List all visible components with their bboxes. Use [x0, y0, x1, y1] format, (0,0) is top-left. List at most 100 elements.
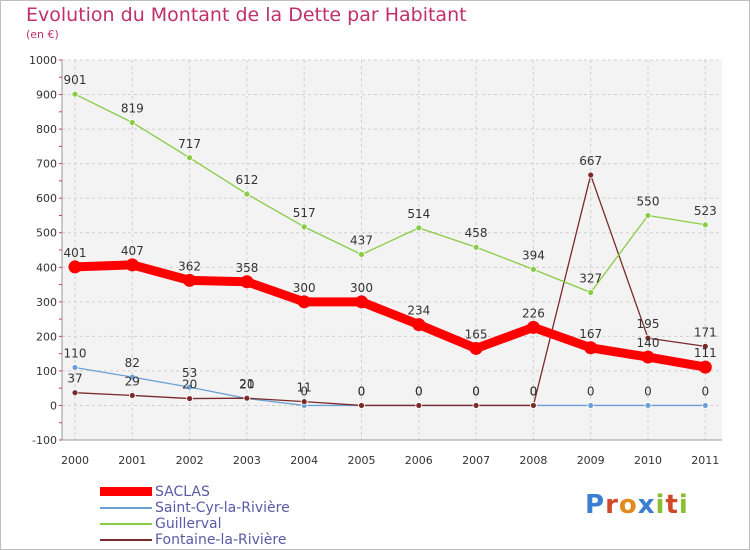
x-tick-label: 2003 [233, 454, 261, 467]
data-label-saint-cyr-la-rivi-re: 0 [300, 384, 308, 398]
plot-area [62, 60, 722, 440]
x-tick-label: 2007 [462, 454, 490, 467]
data-point-saclas [526, 320, 540, 334]
y-tick-label: -100 [32, 434, 57, 447]
data-label-fontaine-la-rivi-re: 0 [358, 384, 366, 398]
data-point-saint-cyr-la-rivi-re [128, 373, 136, 381]
data-point-guillerval [644, 212, 652, 219]
data-point-fontaine-la-rivi-re [701, 342, 709, 350]
data-point-fontaine-la-rivi-re [644, 334, 652, 342]
data-point-fontaine-la-rivi-re [243, 394, 251, 402]
x-tick-label: 2001 [118, 454, 146, 467]
data-label-guillerval: 514 [407, 207, 430, 221]
data-label-saint-cyr-la-rivi-re: 53 [182, 366, 197, 380]
data-label-saclas: 167 [579, 327, 602, 341]
x-tick-label: 2010 [634, 454, 662, 467]
logo-letter: x [637, 490, 656, 520]
data-label-fontaine-la-rivi-re: 11 [297, 381, 312, 395]
data-label-saint-cyr-la-rivi-re: 0 [472, 384, 480, 398]
data-label-saint-cyr-la-rivi-re: 0 [358, 384, 366, 398]
logo-letter: P [585, 490, 606, 520]
y-tick-label: 1000 [29, 54, 57, 67]
y-tick-label: 600 [36, 192, 57, 205]
data-label-fontaine-la-rivi-re: 20 [182, 378, 197, 392]
data-label-saclas: 140 [637, 336, 660, 350]
data-label-fontaine-la-rivi-re: 21 [239, 377, 254, 391]
data-label-saclas: 234 [407, 304, 430, 318]
data-label-saclas: 226 [522, 306, 545, 320]
data-point-fontaine-la-rivi-re [358, 402, 365, 409]
data-point-saclas [355, 295, 368, 309]
proxiti-logo: Proxiti [585, 490, 689, 520]
data-label-guillerval: 517 [293, 206, 316, 220]
data-point-saclas [641, 350, 655, 364]
x-tick-label: 2006 [405, 454, 433, 467]
series-line-fontaine-la-rivi-re [74, 174, 706, 407]
data-label-saint-cyr-la-rivi-re: 0 [701, 384, 709, 398]
data-point-guillerval [472, 243, 480, 251]
data-point-guillerval [530, 265, 537, 273]
x-tick-label: 2004 [290, 454, 318, 467]
x-tick-label: 2008 [519, 454, 547, 467]
data-point-saclas [698, 360, 712, 374]
data-point-fontaine-la-rivi-re [186, 395, 194, 402]
logo-letter: o [618, 490, 638, 520]
data-label-saint-cyr-la-rivi-re: 0 [530, 384, 538, 398]
logo-letter: r [605, 490, 619, 520]
data-label-saint-cyr-la-rivi-re: 0 [644, 384, 652, 398]
data-point-saclas [469, 341, 483, 355]
data-point-fontaine-la-rivi-re [415, 402, 423, 409]
logo-letter: t [665, 490, 679, 520]
legend-label: Fontaine-la-Rivière [155, 532, 287, 548]
data-point-fontaine-la-rivi-re [587, 171, 595, 179]
data-point-fontaine-la-rivi-re [71, 389, 79, 397]
data-point-fontaine-la-rivi-re [472, 402, 480, 409]
data-label-guillerval: 327 [579, 271, 602, 285]
x-tick-label: 2005 [348, 454, 376, 467]
data-point-saclas [68, 260, 82, 274]
data-point-guillerval [701, 221, 709, 229]
unit-label: (en €) [26, 28, 59, 41]
data-label-saclas: 165 [465, 327, 488, 341]
series-line-guillerval [74, 93, 706, 294]
data-label-fontaine-la-rivi-re: 0 [415, 384, 423, 398]
data-label-guillerval: 394 [522, 248, 545, 262]
data-label-saclas: 300 [350, 281, 373, 295]
data-point-saint-cyr-la-rivi-re [701, 402, 709, 409]
data-point-fontaine-la-rivi-re [300, 398, 308, 406]
legend-swatch [100, 523, 152, 525]
data-point-guillerval [71, 90, 79, 98]
data-label-saclas: 401 [64, 246, 87, 260]
data-label-fontaine-la-rivi-re: 37 [67, 372, 82, 386]
data-label-saclas: 300 [293, 281, 316, 295]
x-tick-label: 2000 [61, 454, 89, 467]
data-label-fontaine-la-rivi-re: 667 [579, 154, 602, 168]
data-label-saint-cyr-la-rivi-re: 82 [125, 356, 140, 370]
data-point-saint-cyr-la-rivi-re [644, 402, 652, 409]
data-label-guillerval: 437 [350, 233, 373, 247]
y-tick-label: 800 [36, 123, 57, 136]
data-label-guillerval: 550 [637, 194, 660, 208]
legend-swatch [100, 507, 152, 509]
data-label-fontaine-la-rivi-re: 195 [637, 317, 660, 331]
y-tick-label: 300 [36, 296, 57, 309]
logo-letter: i [678, 490, 689, 520]
y-tick-label: 400 [36, 261, 57, 274]
data-point-fontaine-la-rivi-re [128, 392, 136, 399]
data-point-saint-cyr-la-rivi-re [587, 402, 595, 409]
data-point-saclas [125, 258, 139, 272]
data-point-fontaine-la-rivi-re [530, 402, 537, 409]
y-tick-label: 200 [36, 330, 57, 343]
y-tick-label: 700 [36, 158, 57, 171]
data-label-fontaine-la-rivi-re: 0 [530, 384, 538, 398]
legend-label: Saint-Cyr-la-Rivière [155, 500, 290, 516]
data-label-saclas: 111 [694, 346, 717, 360]
data-point-guillerval [186, 154, 194, 162]
y-tick-label: 100 [36, 365, 57, 378]
data-label-guillerval: 717 [178, 137, 201, 151]
data-point-guillerval [243, 190, 251, 198]
y-tick-label: 900 [36, 89, 57, 102]
data-label-saint-cyr-la-rivi-re: 110 [64, 346, 87, 360]
data-label-guillerval: 819 [121, 102, 144, 116]
